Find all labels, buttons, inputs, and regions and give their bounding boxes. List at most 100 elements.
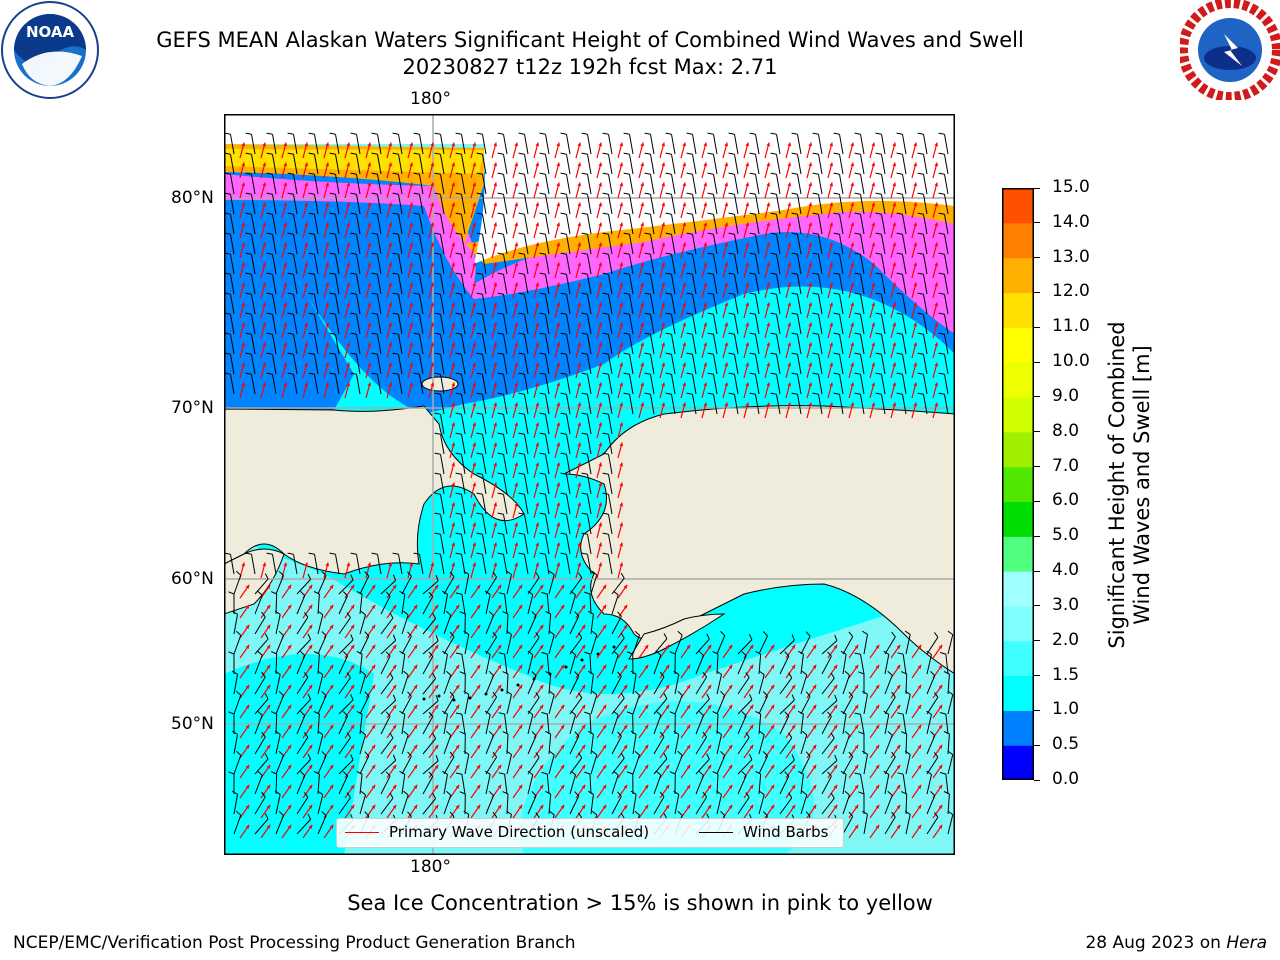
- wind-barb: [695, 638, 710, 655]
- wind-barb: [527, 577, 540, 595]
- wave-direction-arrowhead: [556, 562, 561, 567]
- wind-barb-flag: [673, 730, 680, 735]
- wind-barb: [797, 174, 802, 195]
- wind-barb-flag: [644, 272, 651, 275]
- wind-barb-flag: [686, 172, 693, 175]
- wind-barb: [860, 294, 865, 315]
- wind-barb-flag: [432, 612, 437, 619]
- wave-direction-arrowhead: [619, 342, 624, 347]
- wind-barb-flag: [476, 492, 483, 495]
- wave-direction-arrowhead: [514, 162, 519, 167]
- wind-barb-flag: [896, 192, 903, 195]
- wind-barb: [524, 294, 529, 315]
- wind-barb: [440, 234, 445, 255]
- wind-barb-flag: [497, 212, 504, 215]
- wave-direction-arrowhead: [577, 282, 582, 287]
- wind-barb: [482, 374, 487, 395]
- wind-barb-flag: [762, 811, 768, 817]
- wind-barb: [230, 314, 235, 335]
- wind-barb: [419, 314, 424, 335]
- wave-direction-arrowhead: [329, 744, 334, 749]
- wind-barb-flag: [791, 634, 795, 641]
- wind-barb: [821, 656, 832, 675]
- wind-barb-flag: [762, 691, 768, 697]
- colorbar-tick-label: 1.5: [1052, 664, 1080, 685]
- wind-barb: [443, 714, 448, 735]
- wave-direction-arrowhead: [661, 382, 666, 387]
- wind-barb: [695, 736, 708, 755]
- wind-barb: [713, 314, 718, 335]
- wave-direction-arrowhead: [413, 784, 418, 789]
- wind-barb-flag: [264, 633, 269, 640]
- wave-direction-arrowhead: [619, 482, 624, 487]
- wave-direction-arrowhead: [346, 262, 351, 267]
- wave-direction-arrowhead: [896, 704, 901, 709]
- wind-barb: [860, 174, 865, 195]
- wind-barb-flag: [602, 372, 609, 375]
- wind-barb: [716, 695, 726, 715]
- wind-barb: [293, 354, 298, 375]
- wave-direction-arrowhead: [430, 362, 435, 367]
- wind-barb: [524, 414, 529, 435]
- wind-barb-flag: [264, 693, 269, 700]
- wind-barb: [545, 174, 550, 195]
- wave-direction-arrowhead: [623, 724, 628, 729]
- wind-barb-flag: [329, 372, 336, 375]
- wind-barb-flag: [518, 332, 525, 335]
- wind-barb: [527, 774, 534, 795]
- wave-direction-arrowhead: [430, 262, 435, 267]
- wind-barb-flag: [834, 694, 838, 701]
- wind-barb: [401, 614, 409, 635]
- wave-direction-arrowhead: [472, 182, 477, 187]
- wave-direction-arrowhead: [262, 322, 267, 327]
- wind-barb-flag: [707, 312, 714, 315]
- wave-direction-arrowhead: [472, 162, 477, 167]
- wind-barb: [818, 254, 823, 275]
- wind-barb-flag: [933, 632, 939, 638]
- wind-barb-flag: [749, 192, 756, 195]
- wind-barb: [380, 797, 394, 815]
- wind-barb: [317, 614, 324, 635]
- wind-barb-flag: [686, 192, 693, 195]
- wind-barb-flag: [581, 152, 588, 155]
- wind-barb-flag: [531, 611, 537, 617]
- wind-barb-flag: [560, 452, 567, 455]
- wind-barb: [482, 534, 487, 555]
- wave-direction-arrowhead: [577, 362, 582, 367]
- wind-barb: [317, 794, 324, 815]
- wind-barb-flag: [266, 132, 273, 135]
- wind-barb: [821, 700, 838, 715]
- wave-direction-arrowhead: [266, 824, 271, 829]
- land-wrangel-island: [421, 376, 459, 392]
- wind-barb: [314, 334, 319, 355]
- wave-direction-arrowhead: [707, 704, 712, 709]
- wave-direction-arrowhead: [623, 764, 628, 769]
- wind-barb: [902, 774, 907, 795]
- wave-direction-arrowhead: [703, 202, 708, 207]
- wave-direction-arrowhead: [413, 724, 418, 729]
- wave-direction-arrowhead: [581, 644, 586, 649]
- wind-barb: [926, 714, 932, 735]
- wind-barb-flag: [432, 672, 437, 679]
- wave-direction-arrowhead: [413, 624, 418, 629]
- wave-direction-arrowhead: [392, 784, 397, 789]
- wind-barb: [251, 294, 256, 315]
- wind-barb-flag: [403, 670, 409, 676]
- wind-barb: [629, 154, 634, 175]
- wave-direction-arrowhead: [451, 462, 456, 467]
- wind-barb: [272, 374, 277, 395]
- wave-direction-arrowhead: [623, 644, 628, 649]
- wave-direction-arrowhead: [514, 402, 519, 407]
- wind-barb: [503, 214, 508, 235]
- wind-barb-flag: [833, 212, 840, 215]
- wind-barb-flag: [591, 690, 598, 696]
- wind-barb: [923, 334, 928, 355]
- wave-direction-arrowhead: [661, 322, 666, 327]
- wind-barb-flag: [707, 372, 714, 375]
- wind-barb-flag: [698, 710, 704, 716]
- wind-barb: [860, 314, 865, 335]
- wind-barb-flag: [434, 552, 441, 555]
- legend-black-line: [699, 831, 733, 833]
- wind-barb-flag: [939, 772, 947, 775]
- wind-barb-flag: [498, 772, 505, 775]
